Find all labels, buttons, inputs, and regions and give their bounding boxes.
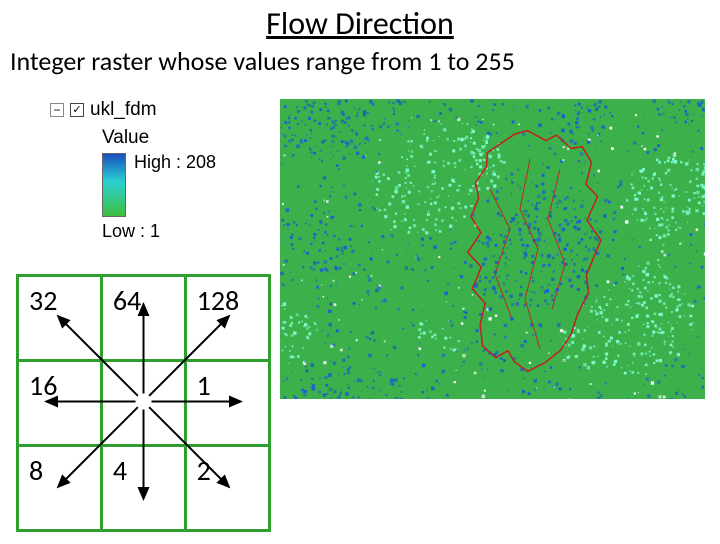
expand-collapse-icon[interactable]: − [50, 103, 64, 117]
page-subtitle: Integer raster whose values range from 1… [10, 45, 720, 77]
grid-cell-center [101, 361, 185, 446]
legend-high-label: High : 208 [134, 153, 216, 173]
grid-cell-n: 64 [101, 276, 185, 361]
raster-map-svg [280, 99, 705, 399]
color-ramp [102, 153, 126, 217]
grid-cell-se: 2 [185, 446, 269, 531]
legend-low-label: Low : 1 [102, 221, 216, 242]
grid-cell-sw: 8 [18, 446, 102, 531]
legend-value-label: Value [102, 127, 216, 149]
grid-cell-s: 4 [101, 446, 185, 531]
grid-cell-e: 1 [185, 361, 269, 446]
raster-map-thumbnail [280, 99, 705, 399]
grid-cell-w: 16 [18, 361, 102, 446]
grid-cell-ne: 128 [185, 276, 269, 361]
layer-name[interactable]: ukl_fdm [90, 99, 157, 121]
grid-cell-nw: 32 [18, 276, 102, 361]
flow-direction-grid: 32 64 128 16 1 8 4 2 [16, 274, 271, 532]
layer-toc: − ✓ ukl_fdm Value High : 208 Low : 1 [50, 99, 216, 242]
visibility-checkbox[interactable]: ✓ [70, 103, 84, 117]
page-title: Flow Direction [0, 4, 720, 43]
